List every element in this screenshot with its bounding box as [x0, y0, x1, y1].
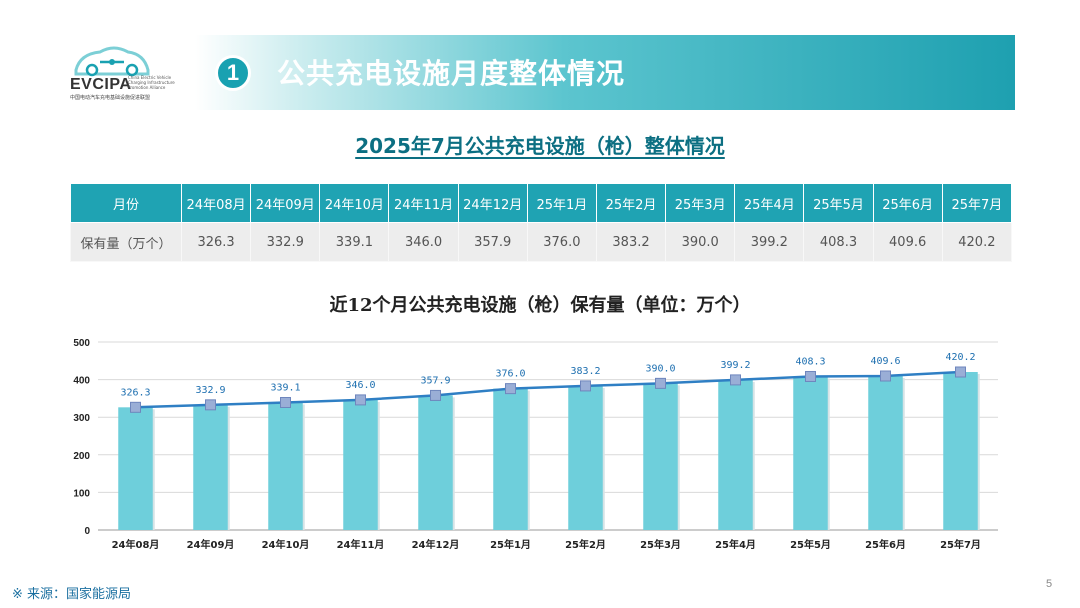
line-marker: [430, 389, 441, 401]
value-cell: 357.9: [457, 222, 528, 262]
value-cell: 326.3: [180, 222, 252, 262]
data-label: 420.2: [945, 352, 975, 363]
bar: [568, 385, 603, 530]
line-marker: [955, 366, 966, 378]
line-marker: [580, 380, 591, 392]
value-cell: 376.0: [526, 222, 597, 262]
data-label: 332.9: [195, 385, 225, 396]
x-tick-label: 24年10月: [262, 538, 310, 551]
value-cell: 339.1: [319, 222, 390, 262]
y-tick-label: 300: [73, 413, 90, 424]
x-tick-label: 24年11月: [337, 538, 385, 551]
page-number: 5: [1046, 578, 1053, 590]
trend-line: [135, 370, 961, 409]
bar: [868, 375, 903, 530]
bar: [793, 376, 828, 530]
page-subtitle: 2025年7月公共充电设施（枪）整体情况: [355, 134, 725, 158]
month-cell: 25年1月: [526, 183, 597, 223]
data-label: 339.1: [270, 382, 300, 393]
data-table: 月份 24年08月 24年09月 24年10月 24年11月 24年12月 25…: [70, 183, 1013, 262]
y-tick-label: 400: [73, 376, 90, 387]
x-tick-label: 24年08月: [112, 538, 160, 551]
table-header-row: 月份 24年08月 24年09月 24年10月 24年11月 24年12月 25…: [70, 183, 1013, 223]
data-label: 383.2: [570, 366, 600, 377]
value-cell: 420.2: [941, 222, 1013, 262]
line-marker: [355, 394, 366, 406]
y-tick-label: 100: [73, 488, 90, 499]
value-cell: 408.3: [803, 222, 874, 262]
line-marker: [730, 374, 741, 386]
line-marker: [880, 370, 891, 382]
data-label: 408.3: [795, 356, 825, 367]
row-label-cell: 保有量（万个）: [70, 222, 182, 262]
logo-name: EVCIPA: [70, 76, 132, 93]
value-cell: 409.6: [872, 222, 943, 262]
bar: [118, 407, 153, 530]
data-label: 346.0: [345, 380, 375, 391]
month-cell: 25年4月: [734, 183, 805, 223]
line-marker: [805, 370, 816, 382]
x-tick-label: 25年4月: [715, 538, 756, 551]
month-cell: 24年11月: [388, 183, 459, 223]
line-marker: [505, 383, 516, 395]
x-tick-label: 24年12月: [412, 538, 460, 551]
bar: [718, 379, 753, 530]
logo-subtitle: 中国电动汽车充电基础设施促进联盟: [70, 95, 151, 101]
line-marker: [655, 377, 666, 389]
data-label: 390.0: [645, 363, 675, 374]
bar: [343, 399, 378, 530]
x-tick-label: 25年3月: [640, 538, 681, 551]
month-cell: 25年6月: [872, 183, 943, 223]
section-banner: [195, 35, 1015, 110]
x-tick-label: 24年09月: [187, 538, 235, 551]
data-label: 409.6: [870, 356, 900, 367]
value-cell: 390.0: [665, 222, 736, 262]
section-title: 公共充电设施月度整体情况: [277, 57, 626, 90]
bar: [418, 395, 453, 530]
line-marker: [130, 401, 141, 413]
x-tick-label: 25年1月: [490, 538, 531, 551]
x-tick-label: 25年2月: [565, 538, 606, 551]
source-note: ※ 来源：国家能源局: [12, 587, 132, 602]
table-value-row: 保有量（万个） 326.3 332.9 339.1 346.0 357.9 37…: [70, 222, 1013, 262]
y-tick-label: 0: [84, 526, 90, 537]
logo-english: China Electric Vehicle Charging Infrastr…: [128, 75, 175, 90]
x-tick-label: 25年6月: [865, 538, 906, 551]
chart-title: 近12个月公共充电设施（枪）保有量（单位：万个）: [329, 295, 751, 316]
header-label-cell: 月份: [70, 183, 182, 223]
month-cell: 24年08月: [180, 183, 252, 223]
month-cell: 25年5月: [803, 183, 874, 223]
y-tick-label: 200: [73, 451, 90, 462]
value-cell: 399.2: [734, 222, 805, 262]
data-label: 326.3: [120, 387, 150, 398]
value-cell: 346.0: [388, 222, 459, 262]
line-marker: [280, 396, 291, 408]
bar: [643, 383, 678, 530]
data-label: 399.2: [720, 360, 750, 371]
bar: [943, 372, 978, 530]
x-tick-label: 25年7月: [940, 538, 981, 551]
month-cell: 24年09月: [250, 183, 321, 223]
value-cell: 383.2: [595, 222, 667, 262]
month-cell: 24年12月: [457, 183, 528, 223]
bar: [193, 404, 228, 530]
bar: [268, 402, 303, 530]
x-tick-label: 25年5月: [790, 538, 831, 551]
line-marker: [205, 399, 216, 411]
bar-line-chart: 0 100 200 300 400 500 24年08月 24年09月 24年10月 24年11月…: [73, 338, 998, 551]
month-cell: 25年2月: [595, 183, 667, 223]
month-cell: 24年10月: [319, 183, 390, 223]
section-number-badge: 1: [215, 55, 251, 91]
data-label: 376.0: [495, 369, 525, 380]
value-cell: 332.9: [250, 222, 321, 262]
y-tick-label: 500: [73, 338, 90, 349]
month-cell: 25年3月: [665, 183, 736, 223]
month-cell: 25年7月: [941, 183, 1013, 223]
bar: [493, 388, 528, 530]
data-label: 357.9: [420, 375, 450, 386]
evcipa-logo: [74, 46, 150, 77]
